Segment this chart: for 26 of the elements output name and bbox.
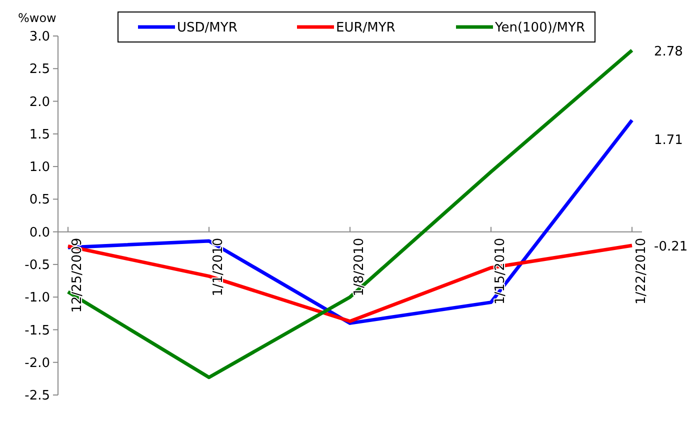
line-series xyxy=(66,48,634,380)
data-label: 1.71 xyxy=(654,133,683,148)
y-tick-label: -1.5 xyxy=(24,323,50,338)
y-tick-label: 2.5 xyxy=(29,62,50,78)
x-tick-label: 1/22/2010 xyxy=(634,238,649,304)
y-tick-label: 0.0 xyxy=(29,225,50,240)
legend-label: USD/MYR xyxy=(177,20,238,36)
line-series xyxy=(66,118,634,325)
y-tick-label: -0.5 xyxy=(24,258,50,274)
x-tick-label: 1/1/2010 xyxy=(211,238,226,296)
y-tick-label: 1.0 xyxy=(29,160,50,176)
y-axis-title: %wow xyxy=(18,11,57,25)
y-tick-label: -2.5 xyxy=(24,388,50,404)
data-label: -0.21 xyxy=(654,240,688,255)
y-tick-label: -2.0 xyxy=(24,356,50,371)
y-tick-label: 0.5 xyxy=(29,192,50,208)
legend-label: Yen(100)/MYR xyxy=(494,20,585,36)
y-tick-label: 2.0 xyxy=(29,94,50,110)
y-tick-label: -1.0 xyxy=(24,290,50,306)
legend-label: EUR/MYR xyxy=(336,20,396,36)
x-tick-label: 1/15/2010 xyxy=(493,238,508,304)
y-tick-label: 3.0 xyxy=(29,30,50,45)
y-tick-label: 1.5 xyxy=(29,127,50,142)
data-label: 2.78 xyxy=(654,44,683,60)
x-tick-label: 1/8/2010 xyxy=(352,238,367,296)
x-tick-label: 12/25/2009 xyxy=(70,238,85,313)
